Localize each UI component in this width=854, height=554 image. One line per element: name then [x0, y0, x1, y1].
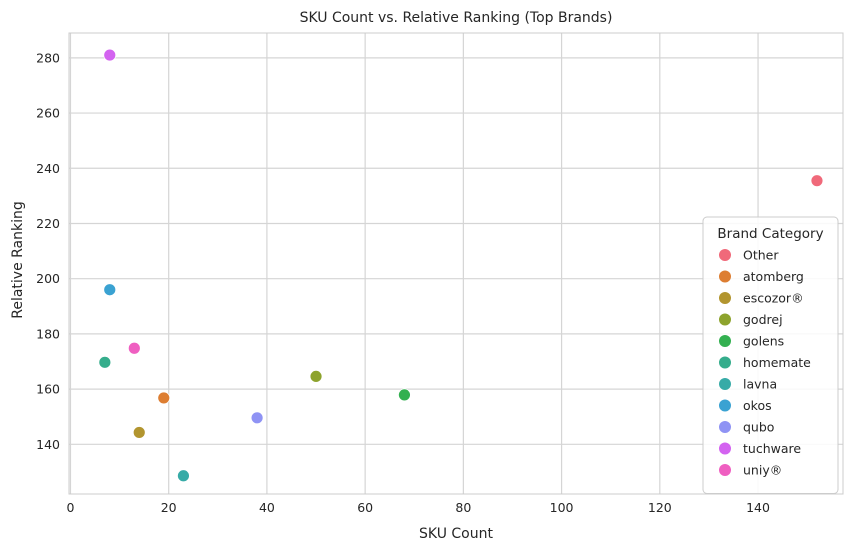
data-point-uniy- [127, 341, 141, 355]
y-tick-label: 160 [36, 382, 60, 397]
y-tick-label: 240 [36, 161, 60, 176]
data-point-qubo [250, 411, 264, 425]
plot-area [68, 32, 844, 495]
legend-box [702, 216, 839, 494]
data-points [98, 48, 824, 483]
y-tick-label: 220 [36, 216, 60, 231]
chart-title: SKU Count vs. Relative Ranking (Top Bran… [300, 10, 613, 26]
legend-label: escozor® [743, 291, 804, 306]
data-point-tuchware [103, 48, 117, 62]
legend: Brand Category Other atomberg escozor® godre… [702, 216, 839, 494]
x-axis-label: SKU Count [419, 526, 493, 542]
y-tick-label: 280 [36, 50, 60, 65]
x-tick-label: 140 [746, 500, 770, 515]
x-tick-label: 120 [648, 500, 672, 515]
legend-title: Brand Category [717, 226, 823, 242]
legend-marker [719, 335, 731, 347]
legend-label: godrej [743, 312, 783, 327]
y-tick-label: 180 [36, 326, 60, 341]
legend-label: Other [743, 248, 779, 263]
data-point-escozor- [132, 426, 146, 439]
x-tick-label: 80 [455, 500, 471, 515]
data-point-okos [103, 283, 117, 297]
legend-label: golens [743, 334, 784, 349]
legend-label: tuchware [743, 441, 801, 456]
legend-marker [719, 399, 731, 412]
y-tick-label: 260 [36, 106, 60, 121]
legend-label: uniy® [743, 463, 782, 478]
axis-ticks: 0 20 40 60 80 100 120 140 140 160 180 200 220 240 260 2… [36, 50, 770, 515]
data-point-golens [398, 388, 411, 402]
x-tick-label: 60 [357, 500, 373, 515]
legend-label: homemate [743, 355, 811, 370]
y-tick-label: 200 [36, 271, 60, 286]
data-point-godrej [309, 370, 323, 383]
legend-marker [719, 378, 731, 390]
x-tick-label: 40 [259, 500, 275, 515]
y-tick-label: 140 [36, 437, 60, 452]
legend-marker [719, 421, 731, 433]
x-tick-label: 20 [161, 500, 177, 515]
legend-marker [719, 292, 731, 304]
x-tick-label: 100 [550, 500, 574, 515]
legend-marker [719, 270, 731, 283]
data-point-atomberg [157, 391, 171, 405]
legend-marker [719, 356, 731, 369]
data-point-homemate [98, 355, 112, 369]
y-axis-label: Relative Ranking [10, 201, 26, 319]
data-point-lavna [177, 469, 190, 483]
legend-marker [719, 442, 731, 455]
legend-marker [719, 464, 731, 476]
legend-label: okos [743, 398, 772, 413]
legend-marker [719, 249, 731, 261]
legend-label: atomberg [743, 269, 804, 284]
legend-marker [719, 313, 731, 326]
legend-label: qubo [743, 420, 774, 435]
legend-label: lavna [743, 377, 777, 392]
x-tick-label: 0 [66, 500, 74, 515]
data-point-other [810, 174, 824, 188]
